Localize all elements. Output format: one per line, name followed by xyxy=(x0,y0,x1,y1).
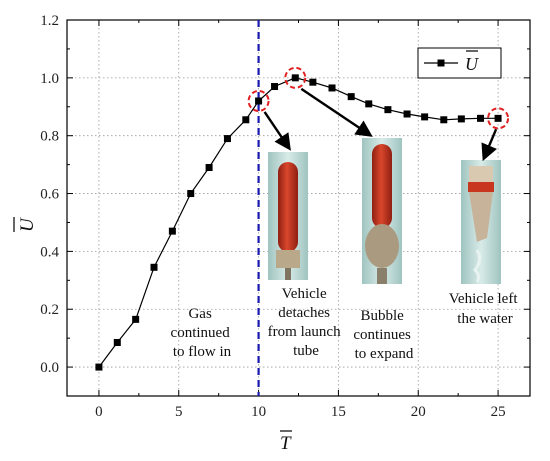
highlight-circle xyxy=(284,66,307,89)
axis-tick-labels: 0 5 10 15 20 25 0.0 0.2 0.4 0.6 0.8 1.0 1.2 xyxy=(40,13,505,420)
highlight-circle xyxy=(247,89,270,112)
annotation-gas: Gas continued to flow in xyxy=(171,306,234,360)
inset-photos xyxy=(268,138,501,284)
y-tick-label: 0.4 xyxy=(40,244,59,260)
data-point xyxy=(255,97,263,105)
data-point xyxy=(150,263,158,271)
water-spray xyxy=(472,249,482,283)
tube-stem xyxy=(285,268,291,280)
launch-tube xyxy=(276,250,300,268)
y-tick-label: 0.6 xyxy=(40,187,59,203)
data-point xyxy=(457,115,465,123)
x-tick-label: 15 xyxy=(331,404,346,420)
data-point xyxy=(271,83,279,91)
tube-stem xyxy=(377,268,387,284)
vehicle-body xyxy=(278,162,298,252)
data-point xyxy=(440,116,448,124)
photo-bubble xyxy=(362,138,402,284)
data-point xyxy=(187,190,195,198)
y-tick-label: 0.2 xyxy=(40,302,59,318)
annotation-left-water: Vehicle left the water xyxy=(449,291,521,327)
legend-marker xyxy=(437,59,445,67)
annotation-arrow xyxy=(263,111,291,151)
annotation-arrows xyxy=(263,87,498,162)
annotation-arrow xyxy=(300,87,373,137)
x-tick-label: 20 xyxy=(411,404,426,420)
x-tick-label: 10 xyxy=(251,404,266,420)
vehicle-top xyxy=(469,166,493,182)
data-point xyxy=(168,227,176,235)
data-point xyxy=(384,106,392,114)
data-point xyxy=(403,110,411,118)
annotations: Gas continued to flow in Vehicle detache… xyxy=(171,286,521,362)
photo-detach xyxy=(268,152,308,280)
x-tick-label: 5 xyxy=(175,404,183,420)
annotation-arrow xyxy=(481,128,498,162)
annotation-detach: Vehicle detaches from launch tube xyxy=(268,286,345,359)
y-tick-label: 1.2 xyxy=(40,13,59,29)
y-tick-label: 0.8 xyxy=(40,129,59,145)
axis-ticks xyxy=(67,19,530,396)
x-tick-label: 0 xyxy=(95,404,103,420)
photo-left-water xyxy=(461,160,501,284)
vehicle-body xyxy=(372,144,392,228)
data-point xyxy=(291,74,299,82)
data-point xyxy=(309,78,317,86)
axis-titles: T U xyxy=(13,217,292,454)
annotation-bubble: Bubble continues to expand xyxy=(353,308,414,362)
data-point xyxy=(421,113,429,121)
data-point xyxy=(365,100,373,108)
data-point xyxy=(242,116,250,124)
data-point xyxy=(347,93,355,101)
legend-label: U xyxy=(465,54,479,74)
data-point xyxy=(328,84,336,92)
vehicle-band xyxy=(468,182,494,192)
data-point xyxy=(205,164,213,172)
x-tick-label: 25 xyxy=(491,404,506,420)
data-point xyxy=(95,363,103,371)
gas-bubble xyxy=(365,224,399,268)
highlight-circles xyxy=(247,66,510,130)
data-point xyxy=(113,338,121,346)
series-u xyxy=(95,74,502,371)
data-point xyxy=(477,114,485,122)
x-axis-title: T xyxy=(280,433,292,454)
data-point xyxy=(223,135,231,143)
data-point xyxy=(494,114,502,122)
legend: U xyxy=(417,47,502,79)
y-tick-label: 1.0 xyxy=(40,71,59,87)
y-axis-title: U xyxy=(17,217,38,232)
data-point xyxy=(132,315,140,323)
y-tick-label: 0.0 xyxy=(40,360,59,376)
vehicle-tail xyxy=(469,192,493,242)
